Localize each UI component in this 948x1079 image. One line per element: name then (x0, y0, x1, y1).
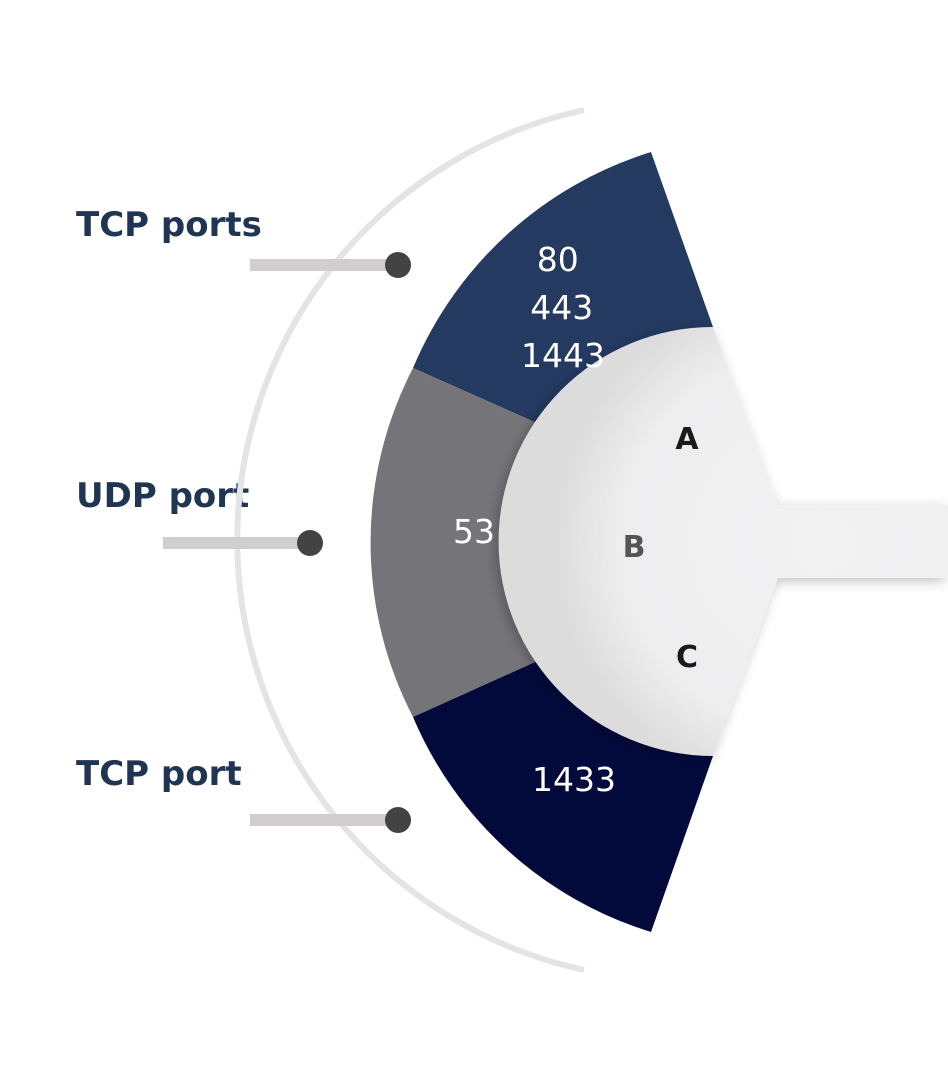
hub (498, 327, 948, 756)
connector-bar-top (250, 259, 398, 271)
label-tcp-ports: TCP ports (76, 205, 262, 245)
port-1433: 1433 (532, 760, 616, 799)
segment-top-values: 80 443 1443 (521, 240, 605, 375)
port-80: 80 (537, 240, 579, 279)
connector-bar-middle (163, 537, 310, 549)
connector-dot-top (385, 252, 411, 278)
segment-tcp-ports (413, 152, 713, 444)
label-tcp-port: TCP port (76, 754, 242, 794)
connector-bar-bottom (250, 814, 398, 826)
letter-b: B (623, 530, 646, 565)
label-udp-port: UDP port (76, 476, 250, 516)
letter-c: C (676, 640, 698, 675)
port-443: 443 (530, 288, 593, 327)
port-1443: 1443 (521, 336, 605, 375)
letter-a: A (675, 422, 699, 457)
port-53: 53 (453, 512, 495, 551)
hub-group (498, 327, 948, 756)
segment-tcp-port (413, 640, 713, 932)
connector-dot-bottom (385, 807, 411, 833)
connector-dot-middle (297, 530, 323, 556)
